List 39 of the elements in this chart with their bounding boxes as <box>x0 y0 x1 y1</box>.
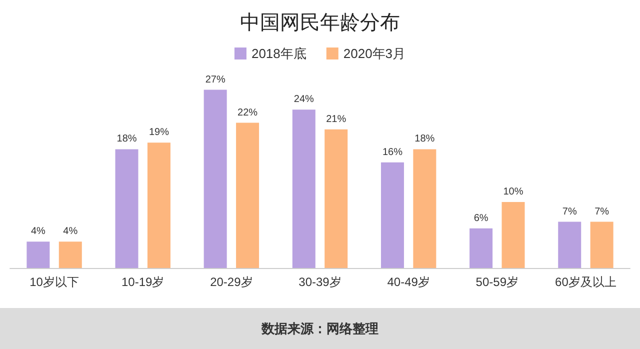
data-label: 16% <box>382 146 403 158</box>
data-label: 19% <box>148 127 170 138</box>
bar <box>204 90 227 268</box>
data-label: 24% <box>294 94 314 106</box>
bar <box>147 142 170 268</box>
x-tick-label: 60岁及以上 <box>555 275 616 289</box>
x-tick-label: 40-49岁 <box>387 275 430 289</box>
data-label: 10% <box>503 186 524 198</box>
legend-label: 2018年底 <box>251 46 306 61</box>
bar <box>324 129 348 268</box>
data-label: 18% <box>116 134 137 145</box>
x-tick-label: 30-39岁 <box>298 275 342 289</box>
bar <box>58 242 82 268</box>
bar <box>236 122 260 268</box>
data-label: 4% <box>30 226 46 238</box>
data-label: 18% <box>414 134 435 145</box>
bar <box>413 149 436 268</box>
bar <box>26 242 50 268</box>
bar <box>558 222 582 268</box>
bar <box>470 228 493 268</box>
bar <box>380 162 404 268</box>
data-label: 4% <box>63 226 78 238</box>
data-label: 22% <box>238 107 258 118</box>
chart-title: 中国网民年龄分布 <box>240 12 400 34</box>
data-label: 21% <box>326 114 346 125</box>
bar <box>292 110 316 268</box>
bar <box>502 202 525 268</box>
x-tick-label: 10-19岁 <box>122 275 164 289</box>
data-label: 27% <box>205 74 226 86</box>
data-label: 6% <box>474 212 488 224</box>
source-note: 数据来源：网络整理 <box>0 308 640 349</box>
bar <box>590 222 614 268</box>
data-label: 7% <box>594 206 610 218</box>
x-tick-label: 20-29岁 <box>210 275 253 289</box>
bar <box>115 149 138 268</box>
data-label: 7% <box>562 206 577 218</box>
x-tick-label: 10岁以下 <box>30 275 79 289</box>
legend-label: 2020年3月 <box>343 46 406 61</box>
x-tick-label: 50-59岁 <box>476 275 518 289</box>
